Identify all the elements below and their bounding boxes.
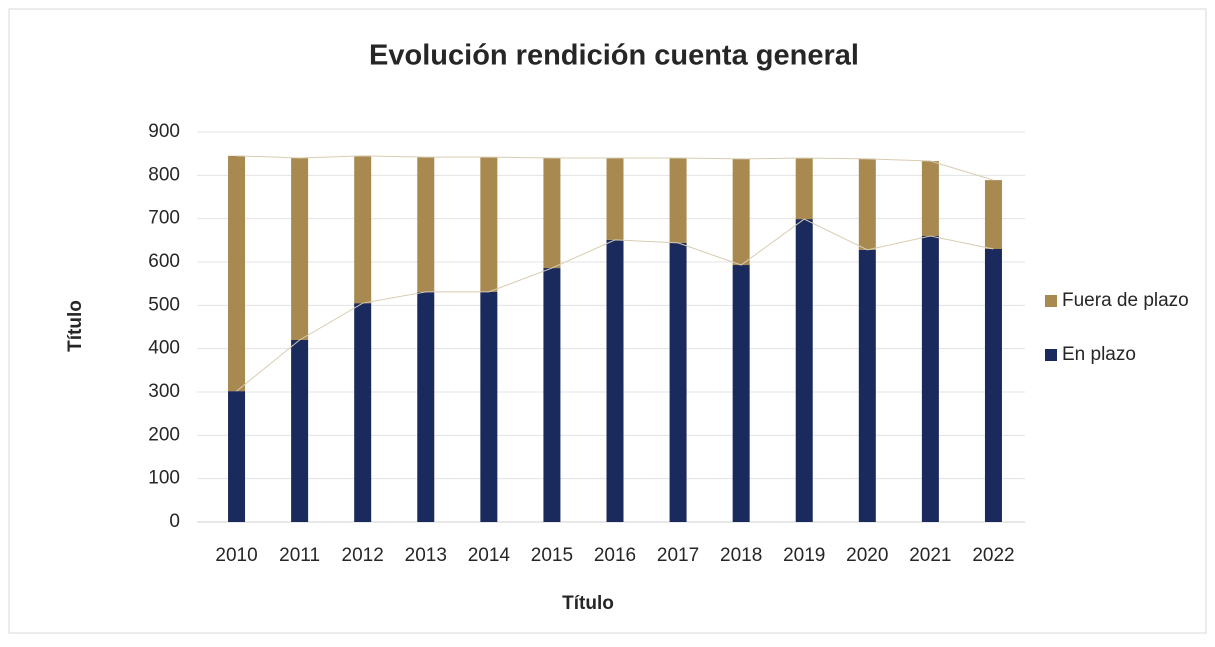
bar-segment bbox=[984, 249, 1002, 522]
bar-segment bbox=[417, 157, 435, 292]
bar-segment bbox=[984, 180, 1002, 249]
legend-label: Fuera de plazo bbox=[1062, 290, 1189, 311]
bar-segment bbox=[795, 219, 813, 522]
bar-segment bbox=[921, 161, 939, 236]
x-tick-label: 2016 bbox=[594, 545, 636, 566]
bar-segment bbox=[291, 158, 309, 340]
bar-segment bbox=[291, 340, 309, 522]
y-tick-label: 600 bbox=[148, 251, 180, 272]
x-tick-label: 2010 bbox=[215, 545, 257, 566]
bar-segment bbox=[543, 158, 561, 269]
x-tick-label: 2022 bbox=[972, 545, 1014, 566]
y-tick-label: 200 bbox=[148, 424, 180, 445]
bar-segment bbox=[669, 158, 687, 243]
bar-segment bbox=[417, 291, 435, 522]
legend-label: En plazo bbox=[1062, 344, 1136, 365]
chart-title: Evolución rendición cuenta general bbox=[369, 40, 859, 72]
series-line bbox=[236, 155, 994, 181]
bar-segment bbox=[480, 291, 498, 522]
bar-segment bbox=[228, 155, 246, 392]
x-tick-label: 2013 bbox=[405, 545, 447, 566]
legend-swatch bbox=[1045, 349, 1057, 361]
legend-swatch bbox=[1045, 295, 1057, 307]
bar-segment bbox=[228, 391, 246, 522]
y-tick-label: 300 bbox=[148, 381, 180, 402]
y-tick-label: 400 bbox=[148, 338, 180, 359]
x-tick-label: 2021 bbox=[909, 545, 951, 566]
y-axis-title: Título bbox=[65, 300, 86, 352]
bar-segment bbox=[858, 249, 876, 522]
bar-segment bbox=[858, 158, 876, 250]
bar-segment bbox=[732, 158, 750, 266]
x-tick-label: 2017 bbox=[657, 545, 699, 566]
bar-segment bbox=[795, 158, 813, 220]
y-tick-label: 800 bbox=[148, 164, 180, 185]
x-tick-label: 2020 bbox=[846, 545, 888, 566]
bar-segment bbox=[921, 236, 939, 522]
y-tick-label: 700 bbox=[148, 208, 180, 229]
x-tick-label: 2019 bbox=[783, 545, 825, 566]
y-tick-label: 0 bbox=[169, 511, 180, 532]
bar-segment bbox=[480, 157, 498, 292]
x-tick-label: 2012 bbox=[342, 545, 384, 566]
y-tick-label: 100 bbox=[148, 468, 180, 489]
x-tick-label: 2011 bbox=[279, 545, 320, 566]
series-line bbox=[236, 218, 994, 392]
bar-segment bbox=[543, 268, 561, 522]
bar-segment bbox=[354, 303, 372, 522]
bar-segment bbox=[669, 242, 687, 522]
y-tick-label: 500 bbox=[148, 294, 180, 315]
x-tick-label: 2015 bbox=[531, 545, 573, 566]
bar-segment bbox=[606, 158, 624, 240]
bar-segment bbox=[732, 265, 750, 522]
x-tick-label: 2014 bbox=[468, 545, 511, 566]
x-tick-label: 2018 bbox=[720, 545, 762, 566]
y-tick-label: 900 bbox=[148, 121, 180, 142]
bar-segment bbox=[354, 155, 372, 304]
x-axis-title: Título bbox=[562, 593, 614, 614]
bar-segment bbox=[606, 239, 624, 522]
